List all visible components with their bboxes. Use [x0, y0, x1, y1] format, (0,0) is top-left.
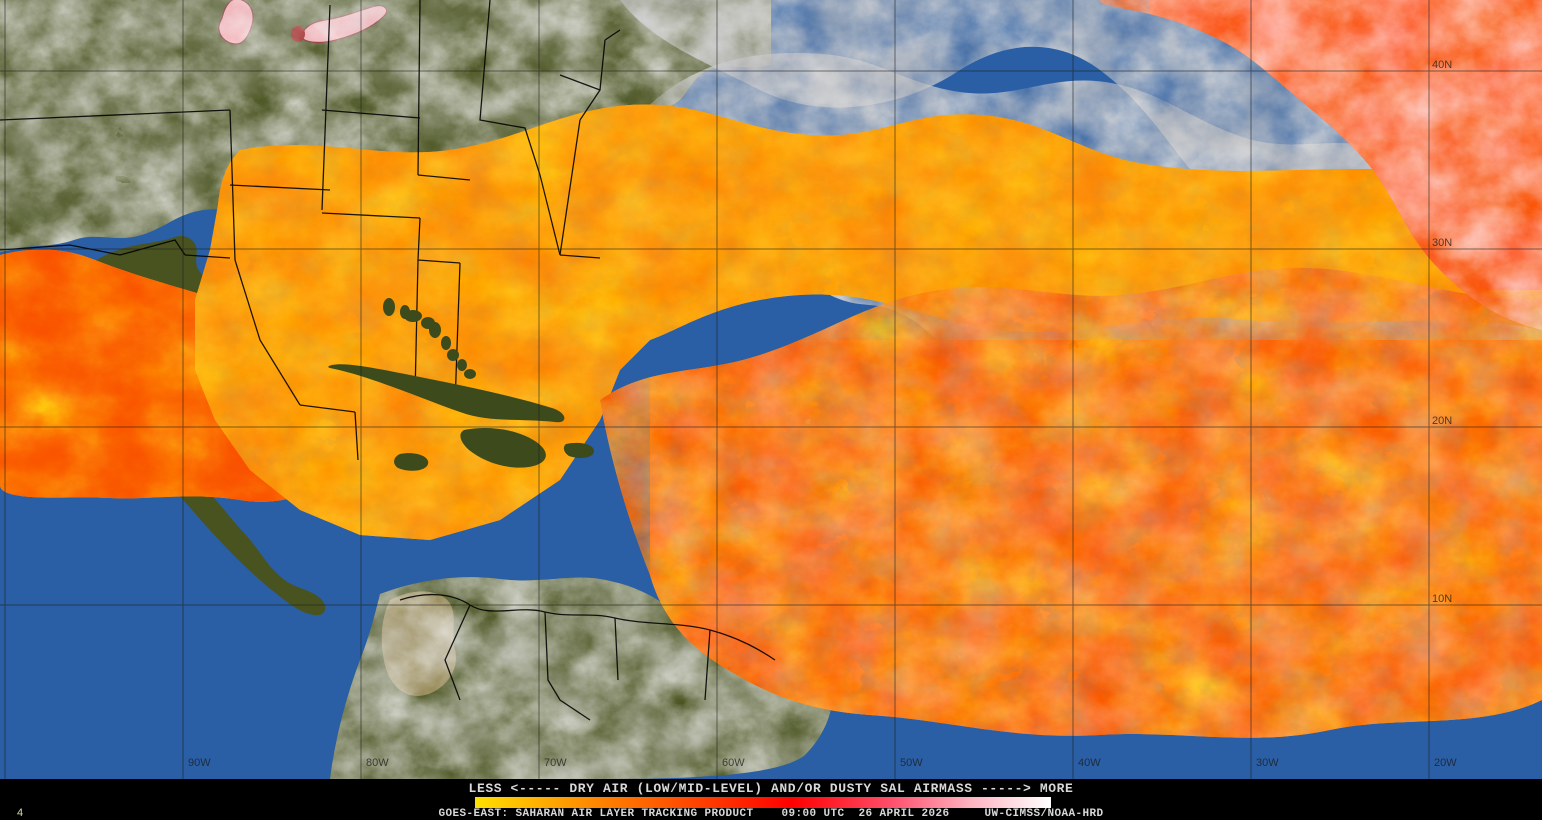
svg-text:30W: 30W: [1256, 757, 1279, 769]
svg-text:10N: 10N: [1432, 593, 1452, 605]
svg-text:50W: 50W: [900, 757, 923, 769]
svg-text:30N: 30N: [1432, 237, 1452, 249]
svg-text:70W: 70W: [544, 757, 567, 769]
svg-text:40W: 40W: [1078, 757, 1101, 769]
svg-text:40N: 40N: [1432, 59, 1452, 71]
svg-text:60W: 60W: [722, 757, 745, 769]
svg-text:80W: 80W: [366, 757, 389, 769]
svg-text:90W: 90W: [188, 757, 211, 769]
svg-text:20W: 20W: [1434, 757, 1457, 769]
svg-text:20N: 20N: [1432, 415, 1452, 427]
